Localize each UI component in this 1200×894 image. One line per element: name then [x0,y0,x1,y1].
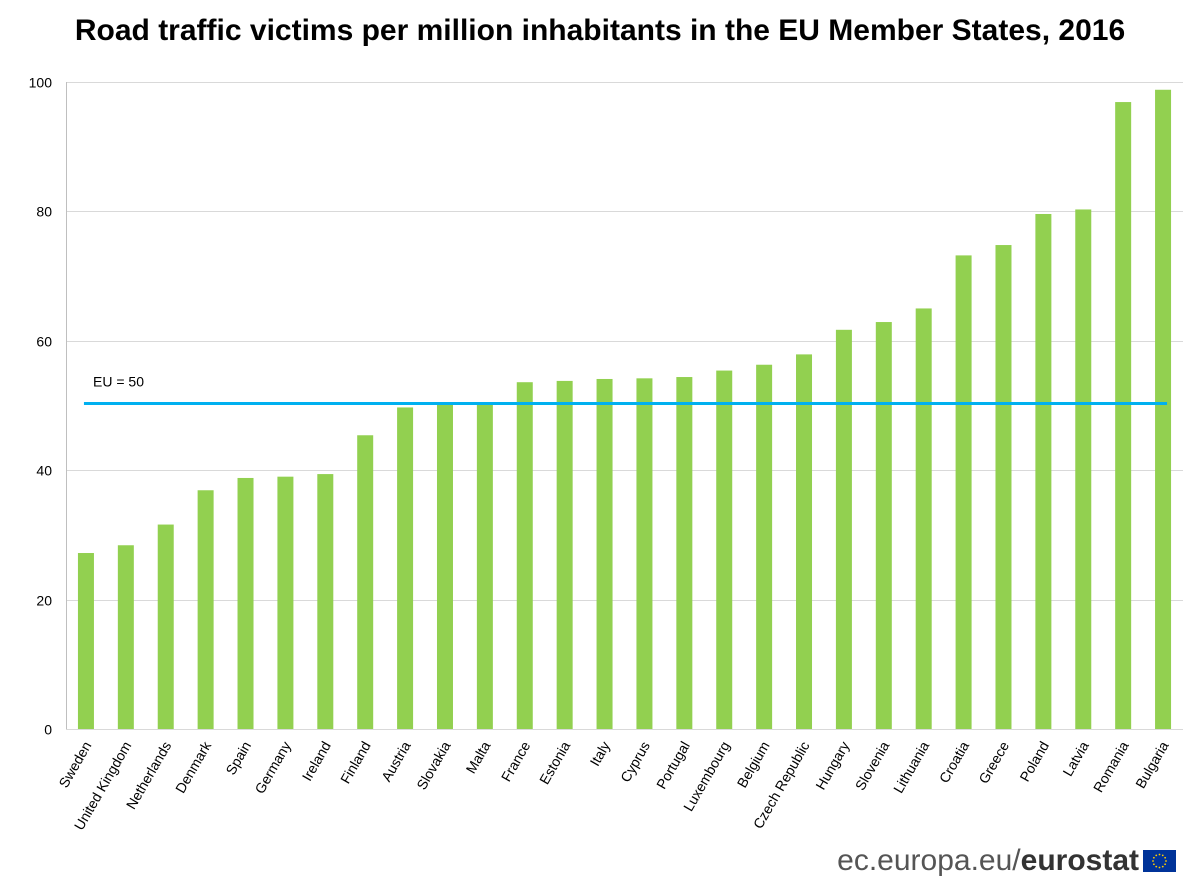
bar [835,329,852,729]
x-category-label: Latvia [1059,738,1092,779]
bar [476,403,493,729]
y-tick-label: 100 [29,75,53,91]
flag-star [1152,860,1154,862]
x-category-label: Italy [586,739,613,769]
bar [676,377,693,729]
bar [516,382,533,729]
bar [1075,209,1092,730]
flag-star [1152,856,1155,859]
x-category-label: Sweden [55,739,94,791]
chart-title: Road traffic victims per million inhabit… [74,14,1126,47]
grid-lines [66,82,1183,730]
x-category-label: Lithuania [890,738,932,795]
bar [995,245,1012,729]
reference-line-label: EU = 50 [93,374,144,390]
x-category-label: Cyprus [617,739,653,785]
y-tick-label: 60 [36,334,52,350]
bar [397,407,414,729]
x-category-label: Romania [1090,738,1132,795]
x-category-label: Germany [251,739,294,797]
x-category-label: Portugal [653,739,693,792]
bar [915,308,932,729]
bar [277,476,294,729]
bar [716,370,733,729]
bar [556,380,573,729]
eu-average-line: EU = 50 [83,374,1168,405]
y-axis-ticks: 0 20 40 60 80 100 [29,75,53,738]
bar [875,322,892,729]
x-category-label: Bulgaria [1132,738,1172,791]
bar [317,474,334,729]
bar [1115,102,1132,729]
bar [157,524,174,729]
flag-star [1158,853,1161,856]
x-category-label: Spain [222,739,254,778]
flag-star [1161,865,1164,868]
x-category-label: Slovakia [413,738,453,792]
bar [756,364,773,729]
eurostat-footer: ec.europa.eu/eurostat [837,843,1176,879]
y-tick-label: 40 [36,463,52,479]
x-category-label: Malta [462,738,493,776]
x-category-label: Greece [975,738,1012,786]
x-category-label: Ireland [299,739,334,784]
flag-star [1165,860,1167,862]
x-category-label: Estonia [536,738,573,787]
x-category-label: Denmark [172,738,215,796]
bar [197,490,214,729]
x-category-label: Poland [1016,739,1052,785]
bar [77,553,94,729]
flag-star [1161,854,1164,857]
bar [636,378,653,729]
bar [1155,89,1172,730]
x-category-label: Finland [337,739,374,787]
eu-flag-icon [1143,850,1176,872]
bar [436,404,453,729]
flag-star [1164,856,1167,859]
y-tick-label: 0 [44,722,52,738]
x-category-label: Hungary [812,739,852,793]
flag-star [1164,863,1167,866]
bar [237,477,254,729]
bars [77,89,1172,730]
x-category-label: Slovenia [852,738,893,793]
bar [117,545,134,729]
flag-star [1158,866,1161,869]
y-tick-label: 80 [36,204,52,220]
footer-brand: eurostat [1020,844,1139,877]
x-category-label: Austria [378,738,414,784]
x-category-label: France [498,738,534,784]
x-category-label: Croatia [936,738,973,785]
bar [796,354,813,729]
flag-star [1152,863,1155,866]
footer-domain: ec.europa.eu/ [837,844,1021,877]
flag-star [1155,865,1158,868]
bar [596,378,613,729]
y-tick-label: 20 [36,593,52,609]
flag-star [1155,854,1158,857]
bar [955,255,972,729]
bar [357,435,374,729]
x-category-label: Belgium [734,739,773,791]
bar [1035,213,1052,729]
